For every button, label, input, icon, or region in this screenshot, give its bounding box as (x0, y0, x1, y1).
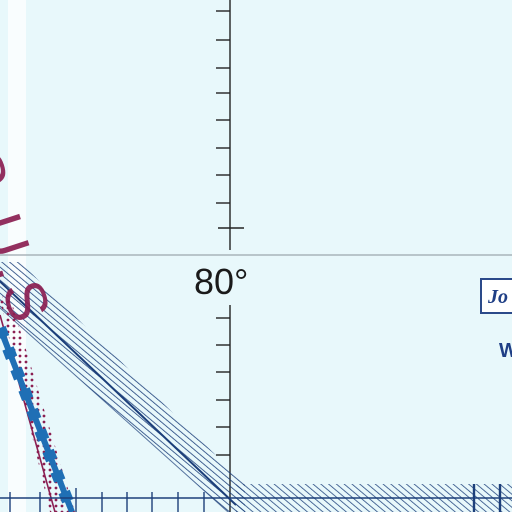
partial-place-label: W (499, 340, 512, 362)
hatched-airway-band (0, 262, 245, 512)
bottom-scale (0, 484, 512, 512)
longitude-graticule (216, 0, 244, 512)
boxed-place-label: Jo (480, 278, 512, 314)
airway-centerline (0, 280, 237, 506)
longitude-label: 80° (194, 261, 249, 302)
thick-blue-boundary (0, 325, 78, 512)
